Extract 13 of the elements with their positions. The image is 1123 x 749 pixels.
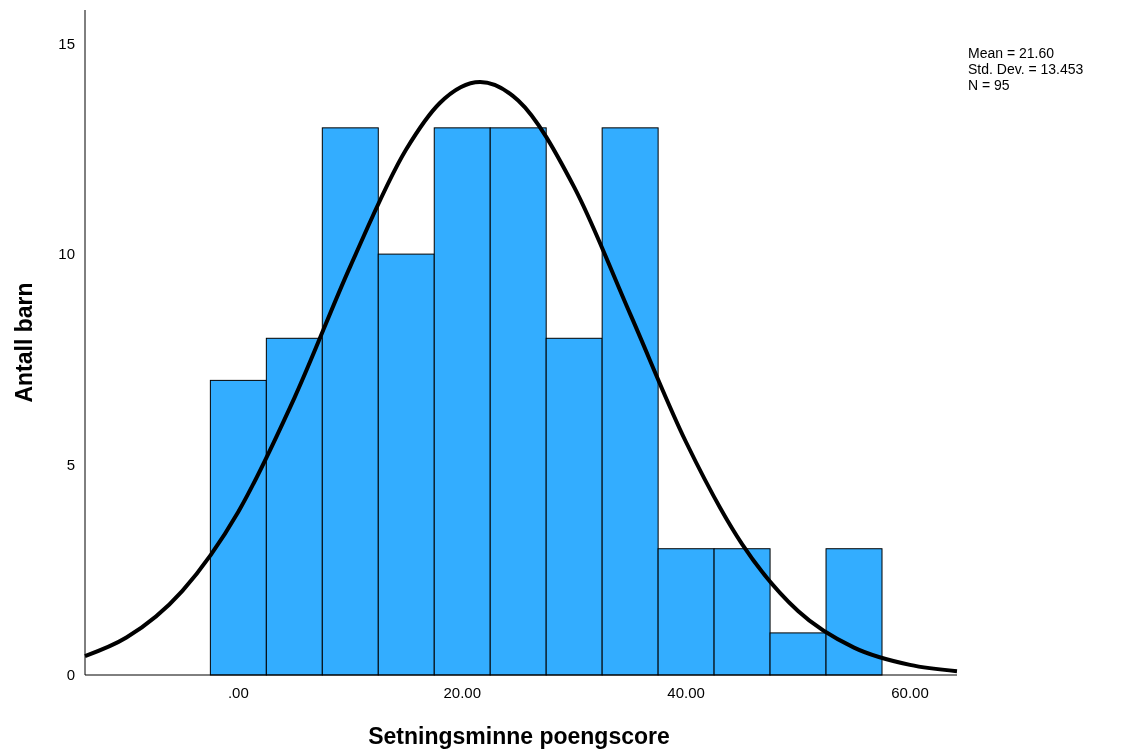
x-tick-label: .00: [227, 684, 249, 701]
x-axis-title: Setningsminne poengscore: [368, 723, 670, 749]
y-tick-label: 10: [58, 245, 75, 263]
y-tick-label: 15: [58, 34, 75, 52]
y-tick-label: 0: [66, 666, 75, 683]
text: Std. Dev. = 13.453: [968, 61, 1084, 77]
x-tick-label: 20.00: [443, 684, 482, 701]
text: Mean = 21.60: [968, 45, 1055, 61]
y-tick-label: 5: [66, 455, 75, 473]
text: N = 95: [968, 77, 1010, 93]
x-tick-label: 40.00: [667, 684, 705, 701]
x-tick-label: 60.00: [891, 684, 929, 701]
y-axis-title: Antall barn: [11, 282, 37, 403]
